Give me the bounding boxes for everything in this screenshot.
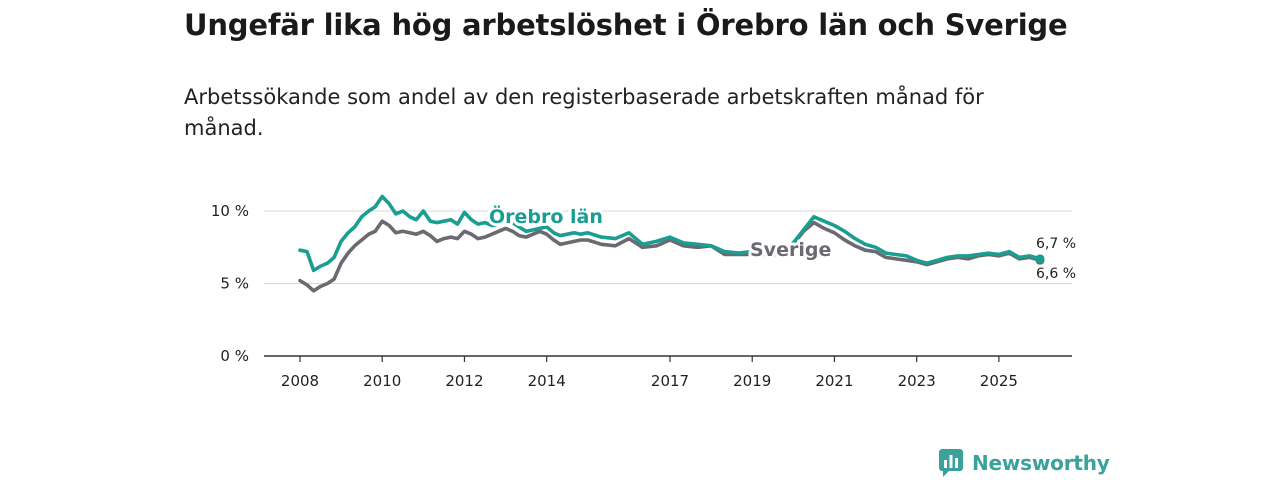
chart-subtitle: Arbetssökande som andel av den registerb… [184, 85, 984, 140]
x-tick-label: 2023 [898, 372, 936, 390]
newsworthy-logo-icon [939, 449, 963, 477]
y-tick-label: 0 % [220, 347, 249, 365]
y-tick-label: 10 % [211, 202, 249, 220]
axes: 0 % 5 % 10 % 2008 2010 2012 2014 2017 2019 2021 20… [211, 202, 1072, 390]
x-tick-label: 2008 [281, 372, 319, 390]
x-tick-label: 2025 [980, 372, 1018, 390]
series-end-point [1035, 254, 1045, 264]
series-label-sverige: Sverige [750, 239, 831, 261]
end-label-sverige-halo: 6,6 % [1036, 266, 1076, 282]
x-tick-label: 2021 [815, 372, 853, 390]
chart-title: Ungefär lika hög arbetslöshet i Örebro l… [184, 8, 1068, 42]
brand-name: Newsworthy [972, 451, 1110, 475]
series-lines [298, 194, 1045, 293]
x-tick-label: 2014 [528, 372, 566, 390]
series-line-sverige [298, 219, 1042, 293]
end-label-orebro: 6,7 % [1036, 236, 1076, 252]
x-tick-label: 2012 [445, 372, 483, 390]
series-label-orebro: Örebro län [489, 204, 603, 228]
end-label-sverige: 6,6 % [1036, 266, 1076, 282]
x-tick-label: 2017 [651, 372, 689, 390]
series-line-orebro [298, 194, 1042, 273]
series-label-sverige-halo: Sverige [750, 239, 831, 261]
y-tick-label: 5 % [220, 275, 249, 293]
x-tick-label: 2019 [733, 372, 771, 390]
series-label-orebro-halo: Örebro län [489, 204, 603, 228]
end-label-orebro-halo: 6,7 % [1036, 236, 1076, 252]
x-tick-label: 2010 [363, 372, 401, 390]
brand: Newsworthy [938, 448, 1110, 478]
